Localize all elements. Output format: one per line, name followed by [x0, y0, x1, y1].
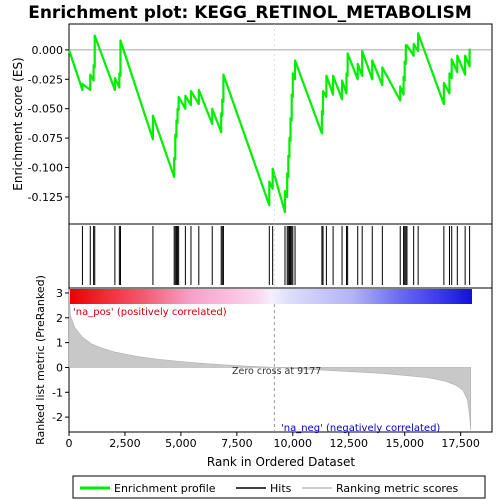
legend-frame	[72, 475, 486, 499]
es-y-tick-label-5: -0.125	[28, 191, 63, 204]
x-axis-label: Rank in Ordered Dataset	[207, 455, 355, 469]
rank-color-bar	[70, 289, 472, 304]
chart-title: Enrichment plot: KEGG_RETINOL_METABOLISM	[28, 3, 472, 23]
x-tick-label-6: 15,000	[385, 437, 424, 450]
es-y-tick-label-2: -0.050	[28, 103, 63, 116]
es-y-axis: 0.000 -0.025 -0.050 -0.075 -0.100 -0.125	[28, 44, 69, 204]
x-tick-label-4: 10,000	[274, 437, 313, 450]
x-tick-label-5: 12,500	[330, 437, 369, 450]
hits-panel-frame	[68, 223, 493, 289]
pos-label: 'na_pos' (positively correlated)	[73, 307, 227, 318]
es-y-tick-label-4: -0.100	[28, 162, 63, 175]
x-axis: 0 2,500 5,000 7,500 10,000 12,500 15,000 17,500	[66, 432, 480, 450]
x-tick-label-0: 0	[66, 437, 73, 450]
x-tick-label-1: 2,500	[109, 437, 141, 450]
legend-label-ranking: Ranking metric scores	[336, 482, 458, 495]
metric-area	[68, 289, 472, 431]
x-tick-label-2: 5,000	[165, 437, 197, 450]
enrichment-profile-path	[67, 32, 471, 214]
metric-y-tick-label-4: -1	[52, 386, 63, 399]
metric-y-axis-label: Ranked list metric (PreRanked)	[34, 275, 47, 445]
legend-label-hits: Hits	[270, 482, 292, 495]
hit-marks	[81, 226, 471, 285]
legend: Enrichment profile Hits Ranking metric s…	[72, 475, 486, 499]
x-tick-label-7: 17,500	[441, 437, 480, 450]
zero-cross-label: Zero cross at 9177	[232, 366, 321, 377]
enrichment-profile-line	[67, 32, 471, 214]
metric-y-tick-label-5: -2	[52, 411, 63, 424]
metric-y-tick-label-1: 2	[56, 312, 63, 325]
ranking-metric-area	[68, 289, 472, 431]
es-y-tick-label-0: 0.000	[32, 44, 64, 57]
metric-y-tick-label-0: 3	[56, 287, 63, 300]
x-tick-label-3: 7,500	[221, 437, 253, 450]
metric-y-axis: 3 2 1 0 -1 -2	[52, 287, 69, 424]
es-y-axis-label: Enrichment score (ES)	[11, 57, 25, 190]
es-panel-frame	[68, 23, 493, 225]
legend-label-enrichment: Enrichment profile	[114, 482, 216, 495]
metric-y-tick-label-3: 0	[56, 361, 63, 374]
metric-y-tick-label-2: 1	[56, 337, 63, 350]
neg-label: 'na_neg' (negatively correlated)	[281, 423, 440, 434]
es-y-tick-label-1: -0.025	[28, 73, 63, 86]
es-y-tick-label-3: -0.075	[28, 132, 63, 145]
